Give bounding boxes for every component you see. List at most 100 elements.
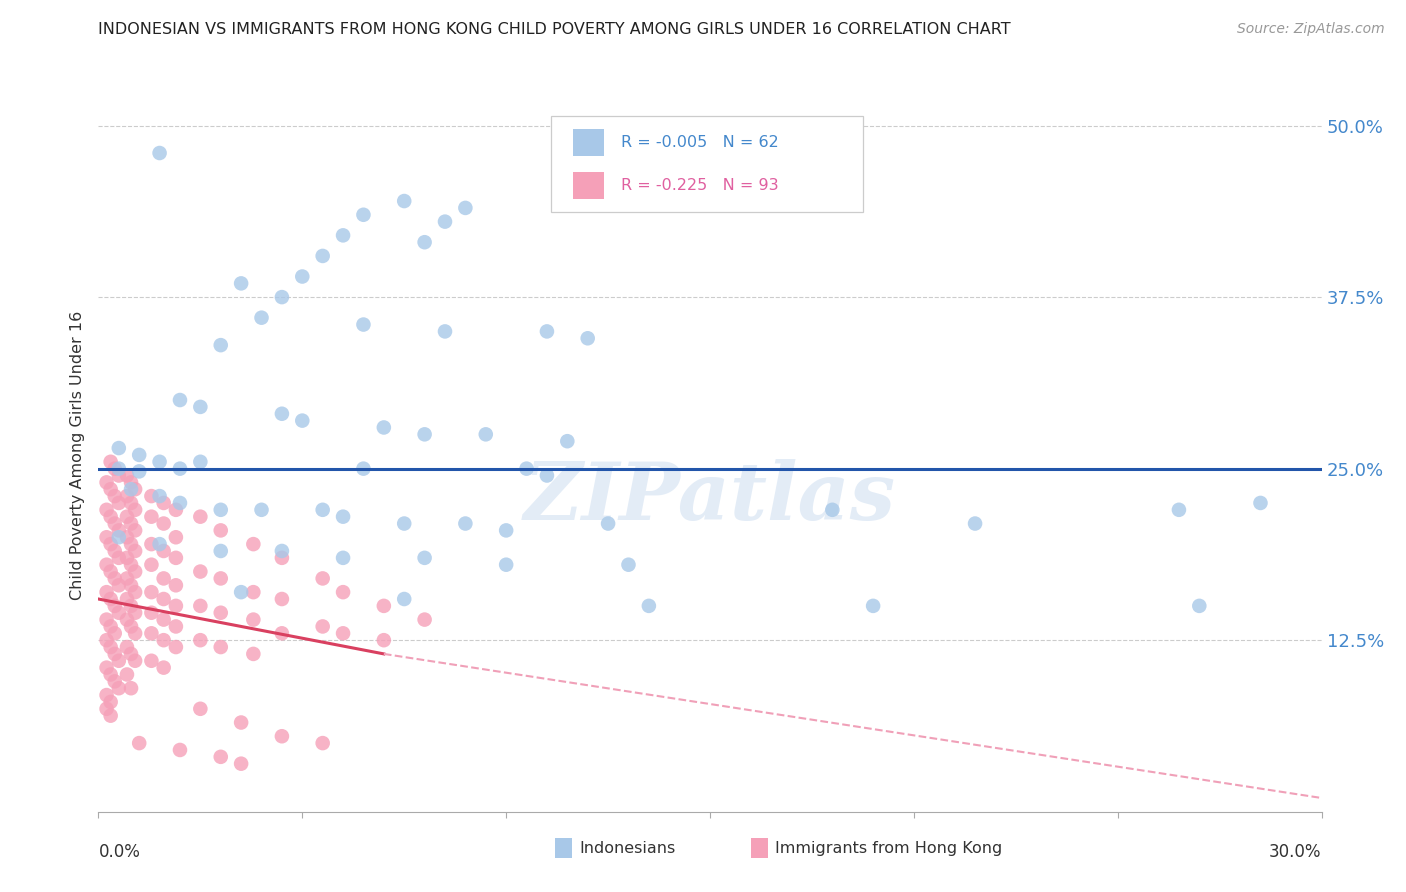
Point (124, 524, 146, 538)
Point (152, 660, 174, 674)
Point (152, 592, 174, 607)
Point (188, 565, 212, 579)
Point (124, 654, 146, 668)
Point (270, 626, 294, 640)
Point (120, 681, 142, 696)
Point (209, 606, 232, 620)
Point (209, 544, 232, 558)
Point (100, 667, 122, 681)
Point (120, 599, 142, 613)
Point (209, 338, 232, 352)
Point (96, 688, 118, 702)
Point (100, 565, 122, 579)
Point (454, 201, 477, 215)
Point (332, 626, 354, 640)
Point (965, 516, 987, 531)
Point (536, 468, 558, 483)
Point (188, 702, 212, 716)
Point (536, 325, 558, 339)
Point (120, 496, 142, 510)
Point (433, 214, 456, 228)
Point (312, 249, 335, 263)
Point (169, 392, 191, 407)
Point (149, 146, 172, 161)
Point (128, 464, 150, 478)
Point (100, 640, 122, 654)
Point (108, 530, 131, 544)
Text: Immigrants from Hong Kong: Immigrants from Hong Kong (775, 841, 1002, 855)
Point (312, 503, 335, 517)
Point (115, 592, 138, 607)
Point (120, 516, 142, 531)
Point (209, 503, 232, 517)
Point (152, 516, 174, 531)
Text: 30.0%: 30.0% (1270, 843, 1322, 861)
Point (115, 468, 138, 483)
Point (124, 606, 146, 620)
Point (96, 503, 118, 517)
Point (291, 414, 314, 428)
Text: ZIPatlas: ZIPatlas (524, 459, 896, 536)
Point (332, 585, 354, 599)
Point (120, 482, 142, 496)
Point (152, 633, 174, 648)
Point (413, 550, 436, 565)
Point (124, 565, 146, 579)
Point (128, 736, 150, 750)
Point (115, 509, 138, 524)
Point (124, 585, 146, 599)
Point (231, 756, 253, 771)
Point (413, 613, 436, 627)
Point (495, 558, 517, 572)
Point (332, 228, 354, 243)
Point (115, 489, 138, 503)
Point (152, 496, 174, 510)
Point (108, 461, 131, 475)
Point (115, 530, 138, 544)
Point (516, 461, 538, 475)
Point (332, 509, 354, 524)
Point (141, 509, 163, 524)
Point (152, 613, 174, 627)
Point (312, 571, 335, 585)
Point (165, 599, 187, 613)
Point (124, 544, 146, 558)
Point (100, 619, 122, 633)
Point (312, 736, 335, 750)
Point (141, 489, 163, 503)
Point (392, 194, 416, 208)
Point (108, 654, 131, 668)
Point (100, 695, 122, 709)
Point (169, 743, 191, 757)
Point (165, 503, 187, 517)
Point (104, 647, 127, 661)
Point (270, 544, 294, 558)
Point (392, 516, 416, 531)
Point (270, 407, 294, 421)
Point (270, 592, 294, 607)
Point (120, 647, 142, 661)
Point (188, 400, 212, 414)
Point (115, 613, 138, 627)
Point (270, 729, 294, 743)
Point (596, 516, 619, 531)
Point (188, 509, 212, 524)
Point (96, 660, 118, 674)
Point (96, 702, 118, 716)
Point (115, 640, 138, 654)
Point (100, 482, 122, 496)
Text: R = -0.225   N = 93: R = -0.225 N = 93 (620, 178, 779, 193)
Point (96, 558, 118, 572)
Point (96, 475, 118, 490)
Point (1188, 599, 1211, 613)
Point (373, 599, 395, 613)
Point (165, 640, 187, 654)
Point (165, 578, 187, 592)
Point (617, 558, 640, 572)
Point (104, 599, 127, 613)
Point (104, 544, 127, 558)
Point (474, 427, 498, 442)
Point (104, 489, 127, 503)
Text: R = -0.005   N = 62: R = -0.005 N = 62 (620, 136, 779, 151)
Point (250, 503, 273, 517)
